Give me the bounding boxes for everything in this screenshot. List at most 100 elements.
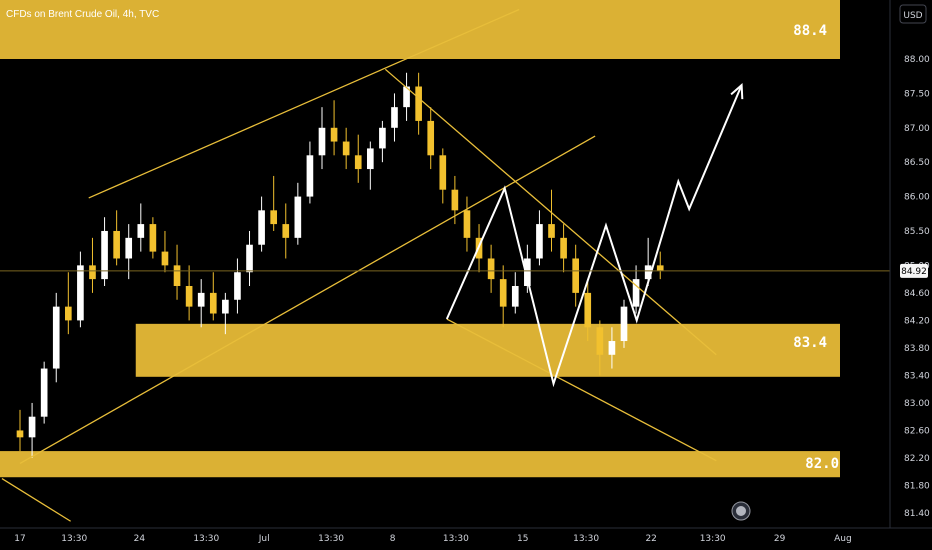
time-tick-label: 15 [517,534,528,544]
candle-body [451,189,459,211]
candle-body [487,258,495,280]
time-tick-label: 13:30 [193,534,219,544]
time-axis[interactable]: 17 13:30 24 13:30 Jul 13:30 8 13:30 15 13:30 22 13:… [14,534,851,544]
candle-body [113,230,120,259]
price-badge: 84.92 [900,263,928,278]
tv-logo-icon[interactable] [731,501,751,521]
candle-body [632,279,640,307]
candle-body [608,341,616,355]
candle-body [391,107,398,128]
trendlines-layer [1,8,717,522]
time-tick-label: 8 [390,534,396,544]
candle-body [318,127,326,156]
price-tick-label: 86.50 [904,158,930,168]
candle-body [28,416,36,438]
scale-button-label: USD [903,11,922,21]
time-tick-label: Aug [834,534,852,544]
trendline-0 [88,8,520,199]
time-tick-label: 13:30 [443,534,469,544]
time-tick-label: Jul [258,534,270,544]
trendline-2 [384,68,717,356]
candle-body [52,306,60,369]
price-tick-label: 84.60 [904,289,930,299]
candle-body [270,210,277,225]
candle-body [246,244,253,273]
candle-body [427,120,435,156]
time-tick-label: 24 [134,534,146,544]
time-tick-label: 17 [14,534,25,544]
candle-body [64,306,72,321]
candle-body [16,430,24,438]
time-tick-label: 13:30 [318,534,344,544]
candle-body [234,272,241,300]
candle-body [185,286,193,307]
candle-body [620,306,628,342]
candle-body [222,299,229,314]
zone-rect-2 [0,451,840,478]
candle-body [439,155,447,190]
scale-button[interactable]: USD [899,4,927,24]
zones-layer [0,0,841,478]
zone-label-top: 88.4 [793,23,827,39]
price-tick-label: 83.00 [904,399,930,409]
time-tick-label: 13:30 [700,534,726,544]
candle-body [584,292,592,328]
candle-body [403,86,410,108]
candle-body [499,279,507,307]
price-tick-label: 83.80 [904,344,930,354]
candle-body [511,286,519,307]
chart-title: CFDs on Brent Crude Oil, 4h, TVC [6,9,159,20]
time-tick-label: 13:30 [61,534,87,544]
candle-body [294,196,302,238]
price-tick-label: 81.80 [904,481,930,491]
price-tick-label: 82.60 [904,426,930,436]
candle-body [149,224,157,252]
candle-body [77,265,84,321]
time-tick-label: 29 [774,534,786,544]
projection-layer [445,83,744,388]
candle-body [644,265,652,280]
projection-arrowhead-icon [730,83,744,100]
candle-body [366,148,374,170]
candle-body [258,210,265,245]
price-tick-label: 83.40 [904,371,930,381]
candles-layer [16,72,664,458]
price-tick-label: 84.20 [904,316,930,326]
candle-body [342,141,350,156]
trendline-4 [1,478,71,522]
candle-body [161,251,169,266]
candle-body [330,127,338,142]
price-tick-label: 87.50 [904,89,930,99]
candle-body [101,230,108,280]
candle-body [656,265,664,271]
zone-label-bottom: 82.0 [805,456,839,472]
zone-rect-1 [135,323,841,377]
price-tick-label: 88.00 [904,55,930,65]
candle-body [524,258,531,286]
trendline-3 [446,318,717,462]
time-tick-label: 22 [645,534,656,544]
candle-body [463,210,471,238]
zone-rect-0 [0,0,840,60]
zone-label-mid: 83.4 [793,335,827,351]
candle-body [282,224,290,238]
candle-body [40,368,48,417]
candle-body [560,237,567,259]
projection-path [445,84,743,388]
candle-body [89,265,96,280]
candle-body [379,127,386,149]
candle-body [197,292,205,307]
time-tick-label: 13:30 [573,534,599,544]
candle-body [173,265,181,286]
candle-body [415,86,422,121]
candle-body [354,155,362,170]
trendline-1 [19,135,596,465]
candle-body [125,237,133,259]
candle-body [536,224,543,259]
candle-body [596,327,604,355]
price-tick-label: 85.50 [904,227,930,237]
price-tick-label: 87.00 [904,124,930,134]
candle-body [306,155,314,197]
price-tick-label: 86.00 [904,193,930,203]
